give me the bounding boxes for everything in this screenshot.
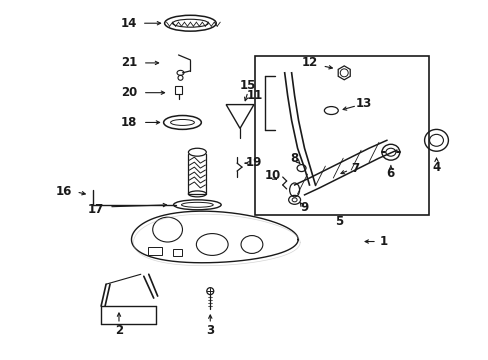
Text: 2: 2 — [115, 324, 123, 337]
Text: 15: 15 — [239, 79, 256, 92]
Text: 19: 19 — [245, 156, 262, 168]
Text: 12: 12 — [301, 57, 317, 69]
Text: 11: 11 — [246, 89, 263, 102]
Text: 17: 17 — [88, 203, 104, 216]
Text: 7: 7 — [350, 162, 359, 175]
Bar — [147, 247, 162, 255]
Text: 20: 20 — [121, 86, 137, 99]
Text: 10: 10 — [264, 168, 280, 181]
Text: 14: 14 — [121, 17, 137, 30]
Text: 3: 3 — [206, 324, 214, 337]
Text: 18: 18 — [121, 116, 137, 129]
Text: 8: 8 — [290, 152, 298, 165]
Text: 5: 5 — [334, 215, 343, 228]
Text: 9: 9 — [300, 201, 308, 214]
Text: 16: 16 — [55, 185, 71, 198]
Bar — [172, 249, 182, 256]
Text: 4: 4 — [431, 161, 440, 174]
Text: 6: 6 — [386, 167, 394, 180]
Text: 13: 13 — [355, 97, 371, 110]
Text: 21: 21 — [121, 57, 137, 69]
Text: 1: 1 — [379, 235, 387, 248]
Bar — [254, 56, 427, 215]
